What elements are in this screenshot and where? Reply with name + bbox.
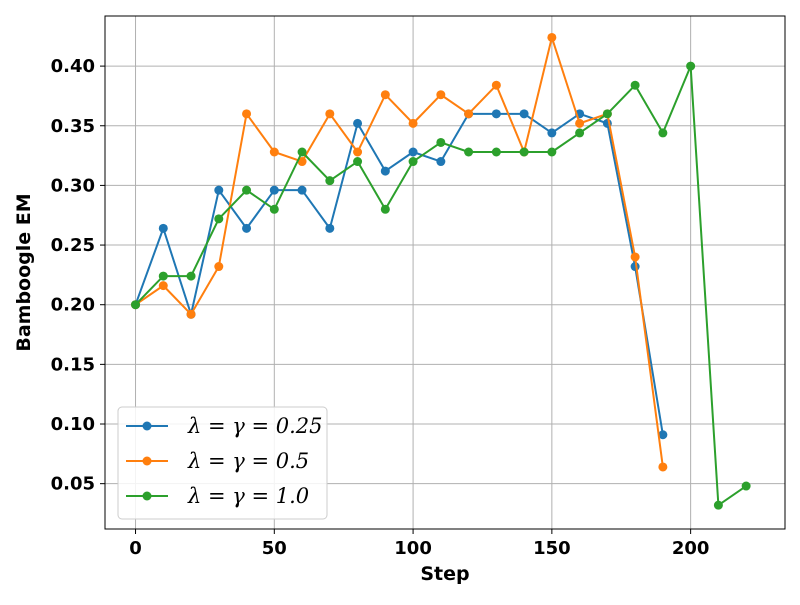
data-point bbox=[242, 185, 252, 195]
data-point bbox=[214, 214, 224, 224]
x-tick-label: 50 bbox=[262, 538, 287, 559]
data-point bbox=[547, 128, 557, 138]
y-tick-label: 0.20 bbox=[51, 295, 95, 316]
x-tick-label: 0 bbox=[129, 538, 142, 559]
data-point bbox=[380, 204, 390, 214]
data-point bbox=[658, 430, 668, 440]
data-point bbox=[158, 281, 168, 291]
data-point bbox=[297, 157, 307, 167]
data-point bbox=[380, 90, 390, 100]
data-point bbox=[713, 500, 723, 510]
series-layer bbox=[131, 32, 751, 510]
data-point bbox=[575, 128, 585, 138]
data-point bbox=[353, 147, 363, 157]
data-point bbox=[269, 204, 279, 214]
data-point bbox=[408, 157, 418, 167]
data-point bbox=[353, 157, 363, 167]
legend: λ = γ = 0.25 λ = γ = 0.5 λ = γ = 1.0 bbox=[117, 406, 328, 520]
data-point bbox=[297, 147, 307, 157]
data-point bbox=[436, 137, 446, 147]
legend-item: λ = γ = 0.5 bbox=[126, 449, 309, 473]
legend-label: λ = γ = 0.25 bbox=[187, 414, 323, 438]
data-point bbox=[158, 271, 168, 281]
data-point bbox=[436, 157, 446, 167]
y-axis-title: Bamboogle EM bbox=[13, 193, 35, 351]
plot-frame bbox=[104, 15, 786, 530]
data-point bbox=[630, 252, 640, 262]
data-point bbox=[658, 128, 668, 138]
legend-item: λ = γ = 0.25 bbox=[126, 414, 323, 438]
y-tick-label: 0.30 bbox=[51, 175, 95, 196]
data-point bbox=[325, 109, 335, 119]
data-point bbox=[547, 147, 557, 157]
data-point bbox=[158, 223, 168, 233]
data-point bbox=[131, 300, 141, 310]
data-point bbox=[630, 80, 640, 90]
data-point bbox=[575, 118, 585, 128]
legend-marker bbox=[142, 421, 152, 431]
data-point bbox=[408, 118, 418, 128]
legend-marker bbox=[142, 491, 152, 501]
x-tick-label: 100 bbox=[394, 538, 432, 559]
data-point bbox=[242, 109, 252, 119]
data-point bbox=[214, 185, 224, 195]
legend-item: λ = γ = 1.0 bbox=[126, 484, 309, 508]
data-point bbox=[269, 185, 279, 195]
data-point bbox=[325, 223, 335, 233]
data-point bbox=[186, 309, 196, 319]
y-tick-label: 0.15 bbox=[51, 354, 95, 375]
ticks: 0 50 100 150 200 0.05 0.10 0.15 0.20 0.25 0.30 0.35… bbox=[51, 56, 710, 559]
data-point bbox=[547, 32, 557, 42]
y-tick-label: 0.25 bbox=[51, 235, 95, 256]
data-point bbox=[491, 80, 501, 90]
data-point bbox=[214, 262, 224, 272]
data-point bbox=[297, 185, 307, 195]
y-tick-label: 0.35 bbox=[51, 116, 95, 137]
data-point bbox=[491, 147, 501, 157]
legend-label: λ = γ = 0.5 bbox=[187, 449, 309, 473]
data-point bbox=[325, 176, 335, 186]
data-point bbox=[186, 271, 196, 281]
legend-marker bbox=[142, 456, 152, 466]
data-point bbox=[519, 109, 529, 119]
y-tick-label: 0.05 bbox=[51, 474, 95, 495]
data-point bbox=[408, 147, 418, 157]
data-point bbox=[491, 109, 501, 119]
data-point bbox=[658, 462, 668, 472]
legend-box bbox=[117, 406, 328, 520]
data-point bbox=[242, 223, 252, 233]
data-point bbox=[353, 118, 363, 128]
data-point bbox=[741, 481, 751, 491]
legend-label: λ = γ = 1.0 bbox=[187, 484, 309, 508]
y-tick-label: 0.40 bbox=[51, 56, 95, 77]
data-point bbox=[686, 61, 696, 71]
data-point bbox=[380, 166, 390, 176]
data-point bbox=[602, 109, 612, 119]
data-point bbox=[436, 90, 446, 100]
data-point bbox=[269, 147, 279, 157]
data-point bbox=[464, 109, 474, 119]
grid bbox=[105, 16, 785, 529]
y-tick-label: 0.10 bbox=[51, 414, 95, 435]
series-line bbox=[134, 112, 664, 435]
series-3 bbox=[131, 61, 751, 510]
x-tick-label: 200 bbox=[672, 538, 710, 559]
data-point bbox=[519, 147, 529, 157]
x-tick-label: 150 bbox=[533, 538, 571, 559]
series-line bbox=[134, 36, 664, 468]
data-point bbox=[464, 147, 474, 157]
x-axis-title: Step bbox=[420, 563, 469, 585]
series-2 bbox=[131, 32, 668, 472]
